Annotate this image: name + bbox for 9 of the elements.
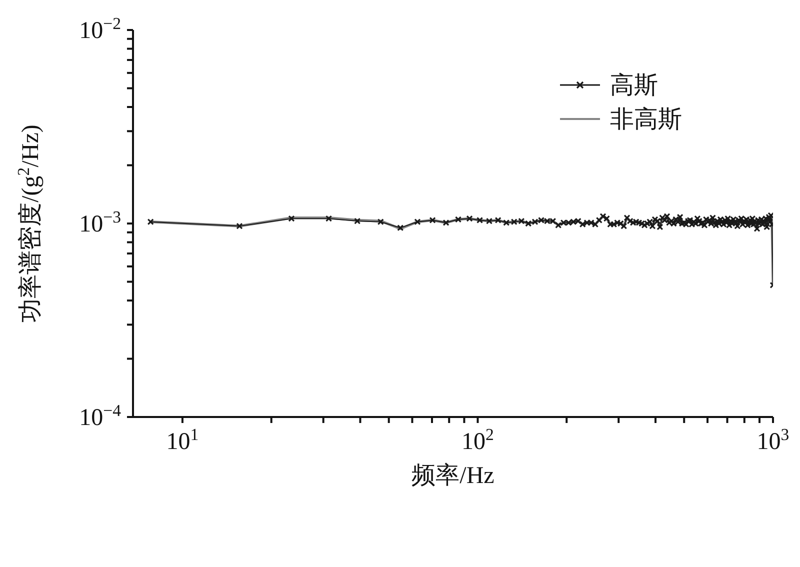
x-axis-title: 频率/Hz [412,462,494,489]
legend-label: 高斯 [610,72,658,101]
y-tick-label: 10$^{−2}$ [79,14,121,44]
x-tick-label: 10$^{3}$ [756,424,790,455]
x-tick-label: 10$^{1}$ [166,424,199,455]
y-tick-label: 10$^{−4}$ [79,400,122,431]
y-tick-label: 10$^{−3}$ [79,207,121,238]
legend-label: 非高斯 [610,106,682,135]
x-tick-label: 10$^{2}$ [462,424,494,455]
